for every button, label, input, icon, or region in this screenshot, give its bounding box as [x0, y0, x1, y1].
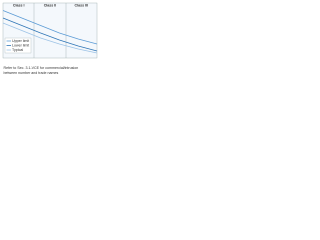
series-line	[2, 17, 98, 52]
legend-box	[4, 37, 32, 54]
column-header: Class I	[13, 3, 25, 7]
series-line	[2, 10, 98, 45]
column-header: Class II	[44, 3, 57, 7]
column-header: Class III	[75, 3, 89, 7]
legend-label: Upper limit	[12, 39, 29, 43]
note: Refer to Sec. 3.1-VCE for commercial/int…	[4, 66, 79, 70]
note: between number and trade names	[4, 71, 59, 75]
series-line	[2, 22, 98, 54]
legend-label: Typical	[12, 48, 23, 52]
chart: Refer to Sec. 3.1-VCE for commercial/int…	[2, 2, 98, 75]
legend-label: Lower limit	[12, 43, 29, 47]
